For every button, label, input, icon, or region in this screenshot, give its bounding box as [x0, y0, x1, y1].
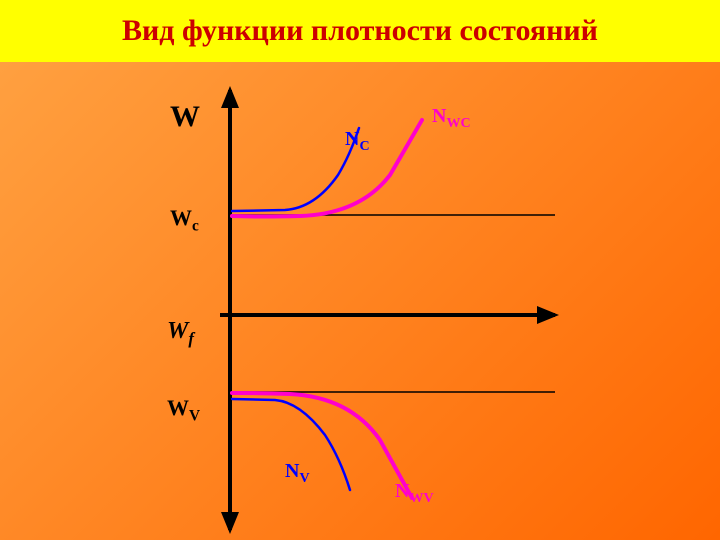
label-Wf: Wf: [167, 318, 194, 349]
title-text: Вид функции плотности состояний: [122, 14, 598, 47]
label-W: W: [170, 100, 200, 134]
plot-area: W Wc Wf WV NC NWC NV NWV: [0, 62, 720, 540]
label-NC: NC: [345, 128, 370, 155]
title-bar: Вид функции плотности состояний: [0, 0, 720, 62]
label-Wc: Wc: [170, 205, 199, 235]
label-Wv: WV: [167, 395, 200, 425]
label-NWV: NWV: [395, 480, 434, 507]
label-NWC: NWC: [432, 105, 471, 132]
label-NV: NV: [285, 460, 310, 487]
